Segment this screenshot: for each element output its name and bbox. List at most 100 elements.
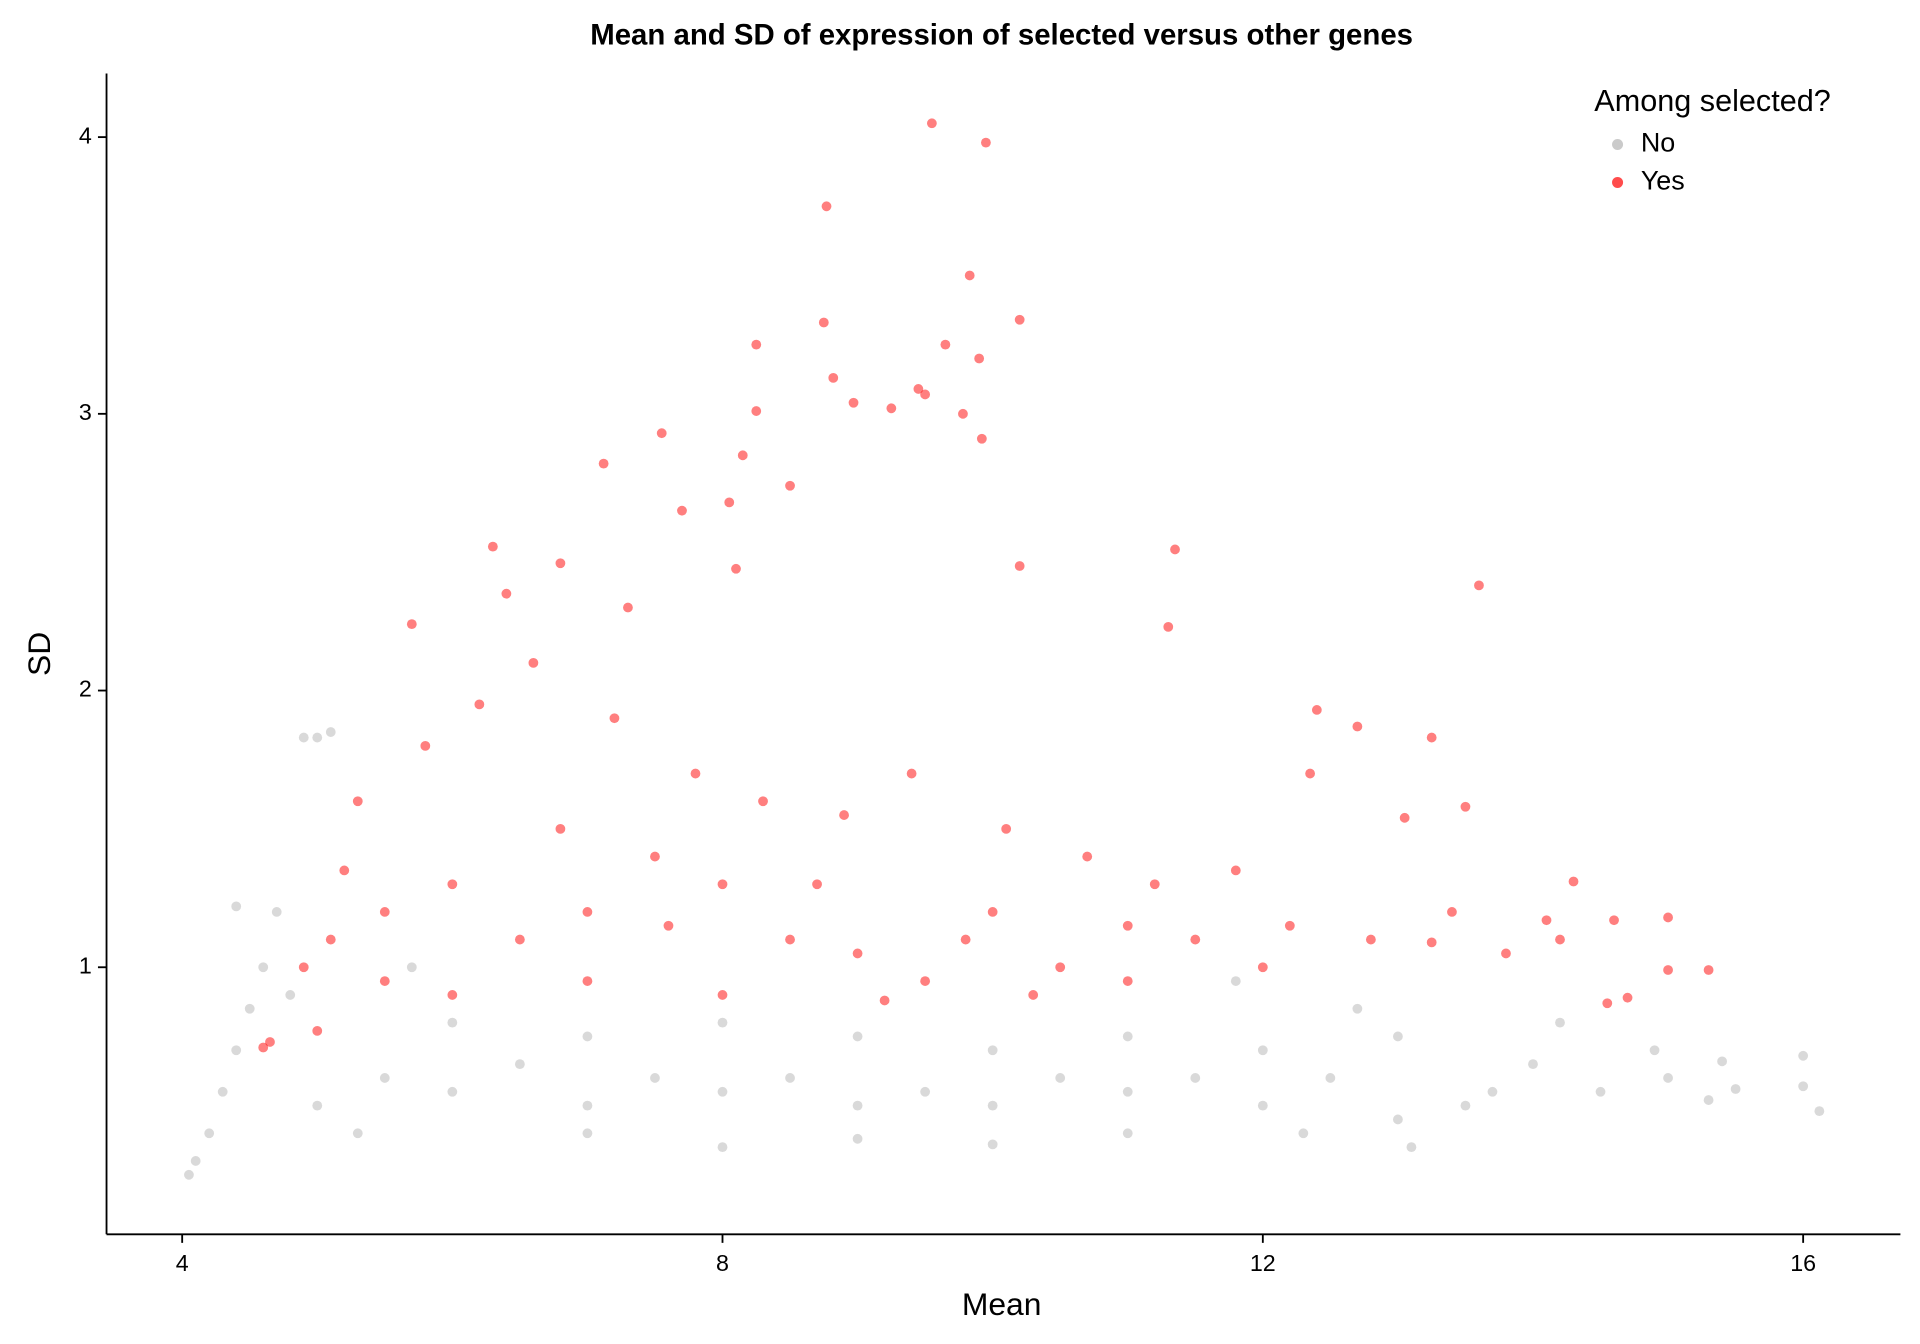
point <box>184 1169 194 1180</box>
point <box>1649 1045 1660 1056</box>
point <box>1399 812 1410 823</box>
point <box>1541 915 1552 926</box>
x-tick-label: 8 <box>716 1250 729 1276</box>
point <box>960 934 971 945</box>
point <box>737 450 748 461</box>
point <box>785 934 795 945</box>
point <box>1170 544 1180 555</box>
point <box>1426 937 1437 948</box>
point <box>974 353 985 364</box>
point <box>879 995 890 1006</box>
point <box>1298 1128 1309 1139</box>
point <box>1028 990 1039 1000</box>
point <box>964 270 975 281</box>
point <box>1055 1073 1066 1083</box>
point <box>1393 1114 1403 1125</box>
point <box>1501 948 1511 959</box>
point <box>1122 920 1133 931</box>
point <box>1528 1059 1538 1070</box>
point <box>1555 934 1565 945</box>
point <box>1365 934 1376 945</box>
point <box>906 768 917 779</box>
point <box>1163 621 1174 632</box>
point <box>514 1059 525 1070</box>
point <box>190 1156 201 1166</box>
point <box>987 1100 998 1111</box>
legend-label: Yes <box>1641 166 1685 196</box>
point <box>1595 1086 1606 1097</box>
point <box>1122 1086 1133 1097</box>
point <box>920 389 931 400</box>
point <box>312 732 323 743</box>
point <box>717 1086 728 1097</box>
point <box>1487 1086 1498 1097</box>
point <box>1703 965 1714 975</box>
point <box>379 1073 390 1083</box>
point <box>785 480 795 491</box>
point <box>217 1086 228 1097</box>
point <box>406 962 417 973</box>
point <box>582 976 593 986</box>
point <box>852 948 863 959</box>
point <box>1122 1031 1133 1042</box>
y-tick-label: 4 <box>79 122 92 148</box>
point <box>1663 965 1673 975</box>
point <box>1149 879 1160 890</box>
point <box>1622 992 1633 1003</box>
point <box>650 1073 660 1083</box>
point <box>598 458 609 469</box>
point <box>379 907 390 917</box>
point <box>1609 915 1619 926</box>
point <box>1663 912 1673 923</box>
point <box>1230 865 1241 876</box>
y-tick-label: 2 <box>79 676 92 702</box>
point <box>828 372 839 383</box>
point <box>555 558 566 569</box>
point <box>913 384 924 394</box>
point <box>656 428 667 439</box>
chart-title: Mean and SD of expression of selected ve… <box>590 19 1413 52</box>
point <box>852 1100 863 1111</box>
point <box>1257 962 1268 973</box>
point <box>1230 976 1241 986</box>
point <box>940 339 951 350</box>
point <box>852 1031 863 1042</box>
point <box>1122 976 1133 986</box>
point <box>839 810 849 820</box>
point <box>1352 1003 1363 1014</box>
point <box>1284 920 1295 931</box>
point <box>717 1142 728 1153</box>
point <box>1798 1050 1809 1061</box>
point <box>265 1037 275 1047</box>
point <box>1305 768 1316 779</box>
point <box>1393 1031 1403 1042</box>
point <box>487 541 498 552</box>
point <box>447 990 458 1000</box>
point <box>1602 998 1613 1009</box>
point <box>1001 824 1012 834</box>
point <box>886 403 897 414</box>
point <box>231 901 242 912</box>
point <box>447 1086 458 1097</box>
point <box>1717 1056 1727 1067</box>
point <box>447 1017 458 1028</box>
point <box>285 990 296 1000</box>
point <box>812 879 822 890</box>
point <box>1798 1081 1809 1092</box>
point <box>920 1086 931 1097</box>
point <box>758 796 768 807</box>
point <box>818 317 829 328</box>
x-axis-title: Mean <box>962 1286 1042 1322</box>
point <box>258 1042 269 1053</box>
legend: Among selected? No Yes <box>1594 84 1831 196</box>
y-axis-title: SD <box>21 632 57 676</box>
point <box>623 602 633 613</box>
point <box>447 879 458 890</box>
point <box>731 563 741 574</box>
point <box>231 1045 242 1056</box>
point <box>244 1003 255 1014</box>
point <box>663 920 674 931</box>
point <box>987 1139 998 1150</box>
point <box>339 865 350 876</box>
